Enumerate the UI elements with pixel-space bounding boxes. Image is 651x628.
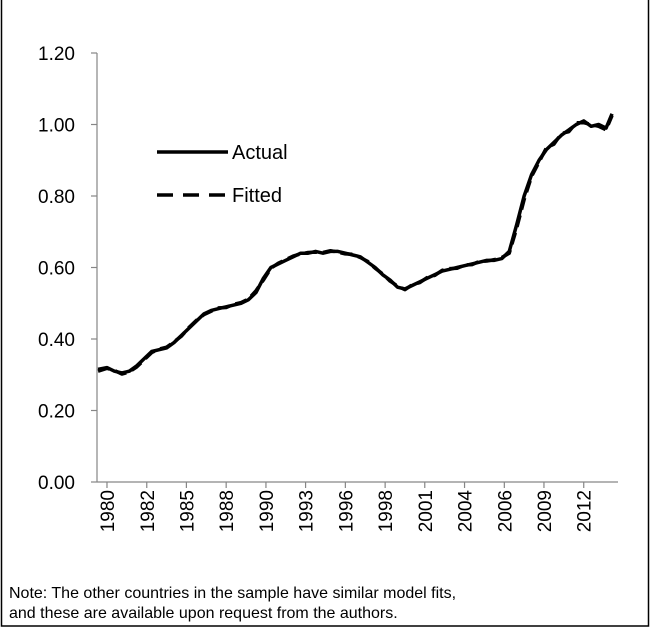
legend-label: Fitted <box>232 185 282 207</box>
note-line: and these are available upon request fro… <box>9 605 398 622</box>
x-tick-label: 2012 <box>575 490 596 532</box>
x-tick-label: 1996 <box>336 490 357 532</box>
y-tick-label: 0.20 <box>38 402 75 423</box>
x-tick-label: 1993 <box>297 490 318 532</box>
x-tick-label: 1998 <box>376 490 397 532</box>
data-line <box>97 114 614 376</box>
x-tick-label: 2009 <box>535 490 556 532</box>
x-tick-label: 1980 <box>98 490 119 532</box>
legend-label: Actual <box>232 142 288 164</box>
y-tick-label: 0.40 <box>38 330 75 351</box>
y-tick-label: 0.60 <box>38 259 75 280</box>
x-tick-label: 1990 <box>257 490 278 532</box>
y-tick-label: 0.80 <box>38 187 75 208</box>
note-line: Note: The other countries in the sample … <box>9 585 456 602</box>
x-tick-label: 1982 <box>138 490 159 532</box>
x-tick-label: 1985 <box>177 490 198 532</box>
x-tick-label: 1988 <box>217 490 238 532</box>
y-tick-label: 0.00 <box>38 473 75 494</box>
y-tick-label: 1.20 <box>38 44 75 65</box>
x-tick-label: 2006 <box>495 490 516 532</box>
x-tick-label: 2001 <box>416 490 437 532</box>
x-tick-label: 2004 <box>456 490 477 533</box>
y-tick-label: 1.00 <box>38 116 75 137</box>
